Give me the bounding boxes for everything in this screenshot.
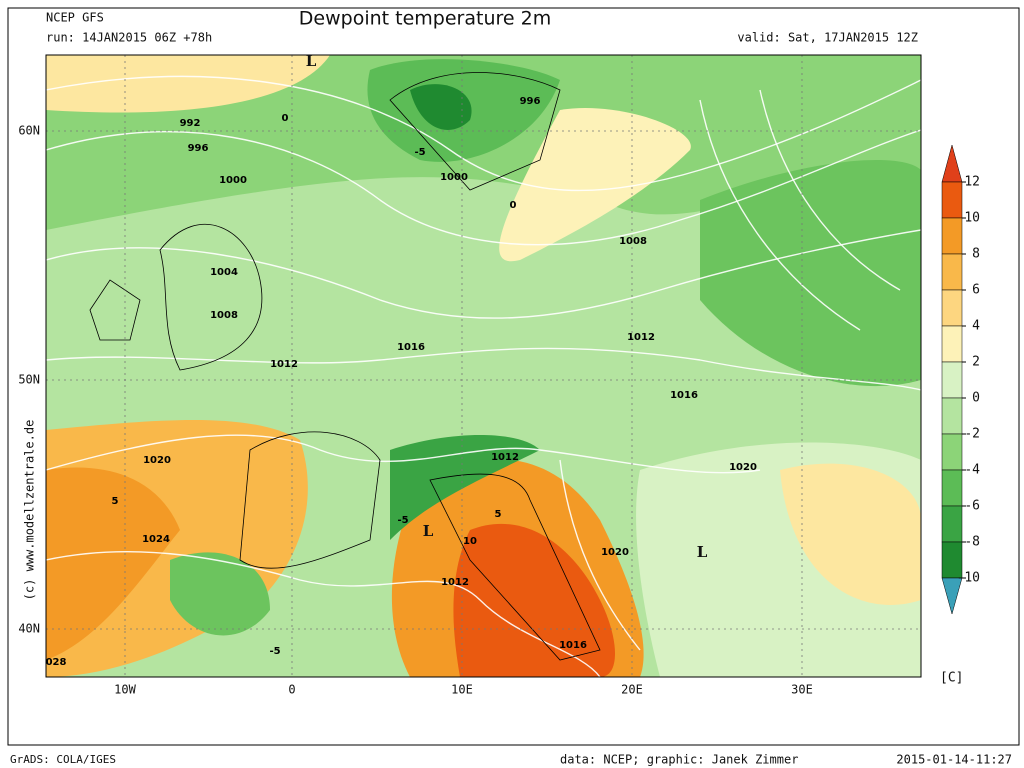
contour-label: 1016 xyxy=(670,390,698,401)
map-field xyxy=(46,55,921,677)
contour-label: 1016 xyxy=(559,640,587,651)
colorbar-tick-label: 10 xyxy=(964,211,980,226)
colorbar-tick-label: -8 xyxy=(964,535,980,550)
lon-label: 30E xyxy=(791,683,813,697)
contour-label: 1020 xyxy=(729,462,757,473)
footer-credits: data: NCEP; graphic: Janek Zimmer xyxy=(560,753,798,767)
low-pressure-marker: L xyxy=(697,543,708,561)
colorbar-segment xyxy=(941,325,963,363)
colorbar-segment xyxy=(941,433,963,471)
lat-label: 40N xyxy=(18,622,40,636)
contour-label: 10 xyxy=(463,536,477,547)
contour-label: 1016 xyxy=(397,342,425,353)
map-frame xyxy=(45,54,922,678)
low-pressure-marker: L xyxy=(306,52,317,70)
model-name: NCEP GFS xyxy=(46,11,104,25)
contour-label: -5 xyxy=(269,646,280,657)
colorbar-tick-label: -4 xyxy=(964,463,980,478)
colorbar-tick-label: 6 xyxy=(972,283,980,298)
low-pressure-marker: L xyxy=(423,522,434,540)
contour-label: 0 xyxy=(282,113,289,124)
footer-timestamp: 2015-01-14-11:27 xyxy=(896,753,1012,767)
contour-label: -5 xyxy=(397,515,408,526)
colorbar-segment xyxy=(941,253,963,291)
contour-label: 1012 xyxy=(627,332,655,343)
watermark: (c) www.modellzentrale.de xyxy=(23,420,37,601)
contour-label: 996 xyxy=(520,96,541,107)
contour-label: 1004 xyxy=(210,267,238,278)
contour-label: -5 xyxy=(414,147,425,158)
colorbar-segment xyxy=(941,469,963,507)
contour-label: 1008 xyxy=(619,236,647,247)
contour-label: 028 xyxy=(46,657,67,668)
colorbar-segment xyxy=(941,217,963,255)
footer-software: GrADS: COLA/IGES xyxy=(10,753,116,766)
valid-time: valid: Sat, 17JAN2015 12Z xyxy=(737,31,918,45)
colorbar-tick-label: 12 xyxy=(964,175,980,190)
colorbar-segment xyxy=(941,361,963,399)
contour-label: 0 xyxy=(510,200,517,211)
coastlines xyxy=(89,72,601,661)
lon-label: 10E xyxy=(451,683,473,697)
colorbar-tick-label: 8 xyxy=(972,247,980,262)
contour-label: 1012 xyxy=(441,577,469,588)
colorbar-unit: [C] xyxy=(940,671,963,686)
contour-label: 1000 xyxy=(440,172,468,183)
contour-label: 1020 xyxy=(601,547,629,558)
colorbar-tick-label: -6 xyxy=(964,499,980,514)
lon-label: 20E xyxy=(621,683,643,697)
colorbar-segment xyxy=(941,505,963,543)
colorbar-tick-label: -2 xyxy=(964,427,980,442)
colorbar-tick-label: 2 xyxy=(972,355,980,370)
map-title: Dewpoint temperature 2m xyxy=(299,8,551,30)
contour-label: 1020 xyxy=(143,455,171,466)
colorbar-tick-label: -10 xyxy=(957,571,980,586)
contour-label: 1012 xyxy=(491,452,519,463)
colorbar-segment xyxy=(941,181,963,219)
contour-label: 1024 xyxy=(142,534,170,545)
contour-label: 5 xyxy=(112,496,119,507)
lat-label: 50N xyxy=(18,373,40,387)
contour-label: 1000 xyxy=(219,175,247,186)
lat-label: 60N xyxy=(18,124,40,138)
contour-label: 1012 xyxy=(270,359,298,370)
lon-label: 0 xyxy=(288,683,295,697)
contour-label: 1008 xyxy=(210,310,238,321)
colorbar-segment xyxy=(941,397,963,435)
lon-label: 10W xyxy=(114,683,136,697)
colorbar-segment xyxy=(941,289,963,327)
run-info: run: 14JAN2015 06Z +78h xyxy=(46,31,212,45)
colorbar-tick-label: 4 xyxy=(972,319,980,334)
contour-label: 996 xyxy=(188,143,209,154)
contour-label: 992 xyxy=(180,118,201,129)
colorbar-bottom-arrow xyxy=(941,577,963,615)
colorbar-tick-label: 0 xyxy=(972,391,980,406)
contour-label: 5 xyxy=(495,509,502,520)
